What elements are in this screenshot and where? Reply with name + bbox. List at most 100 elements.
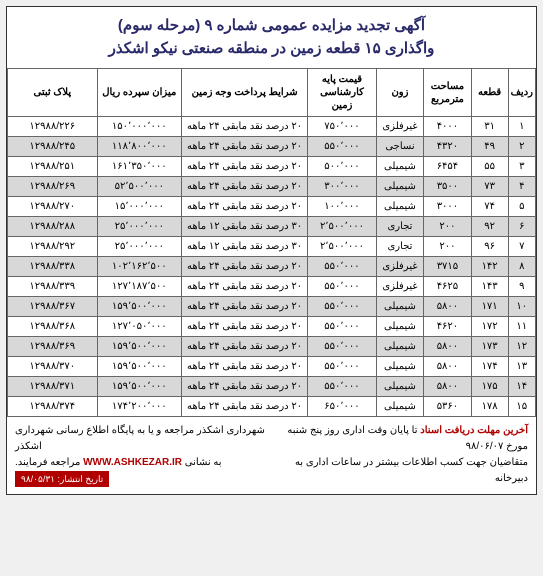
table-cell: ۵۸۰۰ [424,337,471,357]
table-cell: ۲۰ درصد نقد مابقی ۲۴ ماهه [181,257,307,277]
table-cell: ۶۴۵۴ [424,157,471,177]
office-text: شهرداری اشکذر مراجعه و یا به پایگاه اطلا… [15,423,271,455]
column-header: مساحت مترمربع [424,69,471,117]
table-cell: غیرفلزی [376,277,423,297]
table-cell: ۹۶ [471,237,508,257]
table-cell: ۵۰۰٬۰۰۰ [308,157,377,177]
table-cell: ۸ [508,257,535,277]
column-header: شرایط پرداخت وجه زمین [181,69,307,117]
table-cell: ۲۰ درصد نقد مابقی ۲۴ ماهه [181,377,307,397]
header-line-1: آگهی تجدید مزایده عمومی شماره ۹ (مرحله س… [11,15,532,38]
table-cell: ۱۰ [508,297,535,317]
notice-header: آگهی تجدید مزایده عمومی شماره ۹ (مرحله س… [7,7,536,68]
table-cell: ۱۲۹۸۸/۳۶۸ [8,317,98,337]
table-cell: ۲۰۰ [424,237,471,257]
table-row: ۶۹۲۲۰۰تجاری۲٬۵۰۰٬۰۰۰۳۰ درصد نقد مابقی ۱۲… [8,217,536,237]
table-cell: ۱۷۴٬۲۰۰٬۰۰۰ [97,397,181,417]
table-cell: ۱۶۱٬۳۵۰٬۰۰۰ [97,157,181,177]
table-cell: ۱۲۹۸۸/۲۹۲ [8,237,98,257]
table-cell: ۱۷۳ [471,337,508,357]
table-cell: ۱۱ [508,317,535,337]
table-cell: ۵۸۰۰ [424,377,471,397]
table-cell: ۲۰ درصد نقد مابقی ۲۴ ماهه [181,177,307,197]
table-cell: شیمیلی [376,297,423,317]
table-row: ۴۷۳۳۵۰۰شیمیلی۳۰۰٬۰۰۰۲۰ درصد نقد مابقی ۲۴… [8,177,536,197]
table-cell: ۷۵۰٬۰۰۰ [308,117,377,137]
table-cell: تجاری [376,217,423,237]
table-cell: شیمیلی [376,177,423,197]
table-cell: ۱۵٬۰۰۰٬۰۰۰ [97,197,181,217]
column-header: قیمت پایه کارشناسی زمین [308,69,377,117]
column-header: ردیف [508,69,535,117]
table-cell: ۱۲۹۸۸/۲۴۵ [8,137,98,157]
table-cell: ۴۶۲۰ [424,317,471,337]
table-cell: ۵۵۰٬۰۰۰ [308,137,377,157]
table-cell: شیمیلی [376,157,423,177]
table-cell: ۱۲۹۸۸/۲۷۰ [8,197,98,217]
table-cell: ۲۰ درصد نقد مابقی ۲۴ ماهه [181,337,307,357]
table-cell: ۱۲ [508,337,535,357]
table-row: ۱۲۱۷۳۵۸۰۰شیمیلی۵۵۰٬۰۰۰۲۰ درصد نقد مابقی … [8,337,536,357]
table-row: ۱۳۱۴۰۰۰غیرفلزی۷۵۰٬۰۰۰۲۰ درصد نقد مابقی ۲… [8,117,536,137]
table-cell: ۱۷۸ [471,397,508,417]
deadline-date: مورخ ۹۸/۰۶/۰۷ [281,439,528,455]
table-cell: ۵۵۰٬۰۰۰ [308,317,377,337]
table-cell: ۱۲۹۸۸/۲۸۸ [8,217,98,237]
table-cell: ۱۲۹۸۸/۳۶۷ [8,297,98,317]
table-row: ۱۵۱۷۸۵۳۶۰شیمیلی۶۵۰٬۰۰۰۲۰ درصد نقد مابقی … [8,397,536,417]
table-cell: غیرفلزی [376,117,423,137]
column-header: قطعه [471,69,508,117]
table-cell: ۱۵۹٬۵۰۰٬۰۰۰ [97,357,181,377]
table-cell: ۱۷۱ [471,297,508,317]
table-cell: شیمیلی [376,397,423,417]
table-cell: ۵۵۰٬۰۰۰ [308,297,377,317]
table-cell: ۲۰۰ [424,217,471,237]
table-cell: ۳۰۰۰ [424,197,471,217]
table-cell: نساجی [376,137,423,157]
table-cell: ۱۷۵ [471,377,508,397]
table-row: ۵۷۴۳۰۰۰شیمیلی۱۰۰٬۰۰۰۲۰ درصد نقد مابقی ۲۴… [8,197,536,217]
table-cell: ۲۰ درصد نقد مابقی ۲۴ ماهه [181,297,307,317]
table-cell: ۱۲۹۸۸/۳۶۹ [8,337,98,357]
table-cell: ۱ [508,117,535,137]
table-header-row: ردیفقطعهمساحت مترمربعزونقیمت پایه کارشنا… [8,69,536,117]
table-cell: ۱۲۹۸۸/۳۳۸ [8,257,98,277]
table-cell: ۲٬۵۰۰٬۰۰۰ [308,217,377,237]
footer-left-block: شهرداری اشکذر مراجعه و یا به پایگاه اطلا… [15,423,271,488]
table-cell: ۶ [508,217,535,237]
table-cell: ۱۲۹۸۸/۳۷۰ [8,357,98,377]
table-cell: ۵۸۰۰ [424,297,471,317]
auction-notice-container: آگهی تجدید مزایده عمومی شماره ۹ (مرحله س… [6,6,537,495]
table-cell: ۵۵۰٬۰۰۰ [308,277,377,297]
table-cell: ۲۵٬۰۰۰٬۰۰۰ [97,237,181,257]
header-line-2: واگذاری ۱۵ قطعه زمین در منطقه صنعتی نیکو… [11,38,532,61]
table-row: ۳۵۵۶۴۵۴شیمیلی۵۰۰٬۰۰۰۲۰ درصد نقد مابقی ۲۴… [8,157,536,177]
table-row: ۲۴۹۴۳۲۰نساجی۵۵۰٬۰۰۰۲۰ درصد نقد مابقی ۲۴ … [8,137,536,157]
table-body: ۱۳۱۴۰۰۰غیرفلزی۷۵۰٬۰۰۰۲۰ درصد نقد مابقی ۲… [8,117,536,417]
table-cell: ۱۲۹۸۸/۲۵۱ [8,157,98,177]
table-cell: ۳۱ [471,117,508,137]
table-cell: ۱۲۷٬۱۸۷٬۵۰۰ [97,277,181,297]
table-row: ۱۳۱۷۴۵۸۰۰شیمیلی۵۵۰٬۰۰۰۲۰ درصد نقد مابقی … [8,357,536,377]
table-cell: ۹۲ [471,217,508,237]
table-cell: ۱۳ [508,357,535,377]
publish-date-badge: تاریخ انتشار: ۹۸/۰۵/۳۱ [15,471,109,487]
table-cell: ۳۷۱۵ [424,257,471,277]
table-cell: ۳۰ درصد نقد مابقی ۱۲ ماهه [181,217,307,237]
deadline-text: تا پایان وقت اداری روز پنج شنبه [287,425,417,436]
table-cell: ۵ [508,197,535,217]
table-cell: ۱۱۸٬۸۰۰٬۰۰۰ [97,137,181,157]
table-cell: ۲۰ درصد نقد مابقی ۲۴ ماهه [181,157,307,177]
table-row: ۱۱۱۷۲۴۶۲۰شیمیلی۵۵۰٬۰۰۰۲۰ درصد نقد مابقی … [8,317,536,337]
table-cell: ۷ [508,237,535,257]
table-cell: ۲٬۵۰۰٬۰۰۰ [308,237,377,257]
table-cell: ۲۰ درصد نقد مابقی ۲۴ ماهه [181,117,307,137]
table-row: ۹۱۴۳۴۶۲۵غیرفلزی۵۵۰٬۰۰۰۲۰ درصد نقد مابقی … [8,277,536,297]
table-row: ۱۰۱۷۱۵۸۰۰شیمیلی۵۵۰٬۰۰۰۲۰ درصد نقد مابقی … [8,297,536,317]
table-cell: ۴۰۰۰ [424,117,471,137]
column-header: پلاک ثبتی [8,69,98,117]
table-cell: ۴ [508,177,535,197]
table-cell: ۱۲۹۸۸/۳۳۹ [8,277,98,297]
table-cell: ۱۵۰٬۰۰۰٬۰۰۰ [97,117,181,137]
table-cell: ۲۰ درصد نقد مابقی ۲۴ ماهه [181,197,307,217]
